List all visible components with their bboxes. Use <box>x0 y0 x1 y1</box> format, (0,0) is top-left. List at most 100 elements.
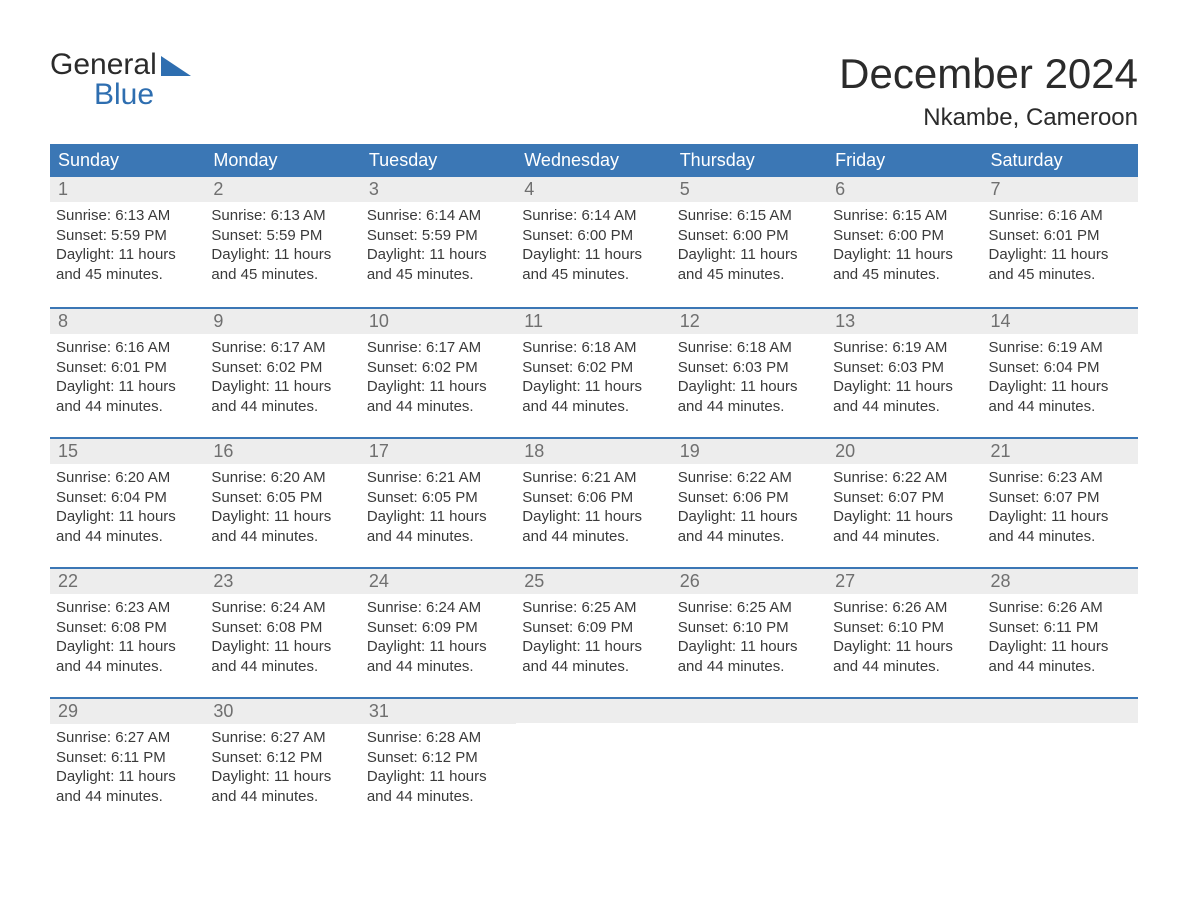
day-number: 1 <box>50 177 205 202</box>
daylight-line: Daylight: 11 hours and 44 minutes. <box>678 507 821 546</box>
sunset-line: Sunset: 6:01 PM <box>56 358 199 378</box>
daylight-line: Daylight: 11 hours and 44 minutes. <box>56 377 199 416</box>
sunrise-label: Sunrise: <box>367 599 422 616</box>
sunset-value: 6:06 PM <box>733 489 789 506</box>
sunset-label: Sunset: <box>211 619 262 636</box>
sunset-label: Sunset: <box>56 489 107 506</box>
sunset-line: Sunset: 6:12 PM <box>367 748 510 768</box>
day-body: Sunrise: 6:26 AMSunset: 6:11 PMDaylight:… <box>983 594 1138 686</box>
sunrise-value: 6:14 AM <box>581 207 636 224</box>
sunset-line: Sunset: 6:02 PM <box>522 358 665 378</box>
sunrise-line: Sunrise: 6:27 AM <box>211 728 354 748</box>
day-cell: 20Sunrise: 6:22 AMSunset: 6:07 PMDayligh… <box>827 439 982 567</box>
daylight-line: Daylight: 11 hours and 44 minutes. <box>522 507 665 546</box>
sunset-label: Sunset: <box>56 359 107 376</box>
day-number: 4 <box>516 177 671 202</box>
sunset-label: Sunset: <box>211 359 262 376</box>
day-header: Friday <box>827 144 982 177</box>
day-cell: 26Sunrise: 6:25 AMSunset: 6:10 PMDayligh… <box>672 569 827 697</box>
day-body: Sunrise: 6:15 AMSunset: 6:00 PMDaylight:… <box>672 202 827 294</box>
calendar-week: 8Sunrise: 6:16 AMSunset: 6:01 PMDaylight… <box>50 307 1138 437</box>
sunset-label: Sunset: <box>56 619 107 636</box>
sunset-value: 6:08 PM <box>266 619 322 636</box>
sunrise-value: 6:22 AM <box>737 469 792 486</box>
sunset-value: 6:05 PM <box>266 489 322 506</box>
day-body: Sunrise: 6:25 AMSunset: 6:09 PMDaylight:… <box>516 594 671 686</box>
day-number: 9 <box>205 309 360 334</box>
day-body: Sunrise: 6:18 AMSunset: 6:02 PMDaylight:… <box>516 334 671 426</box>
daylight-line: Daylight: 11 hours and 44 minutes. <box>367 767 510 806</box>
daylight-label: Daylight: <box>56 246 114 263</box>
sunrise-label: Sunrise: <box>989 469 1044 486</box>
sunrise-label: Sunrise: <box>211 599 266 616</box>
day-cell: 7Sunrise: 6:16 AMSunset: 6:01 PMDaylight… <box>983 177 1138 307</box>
logo-text-2: Blue <box>50 80 191 110</box>
sunset-label: Sunset: <box>522 227 573 244</box>
sunset-value: 6:12 PM <box>266 749 322 766</box>
daylight-label: Daylight: <box>56 638 114 655</box>
sunrise-label: Sunrise: <box>211 469 266 486</box>
day-cell: 10Sunrise: 6:17 AMSunset: 6:02 PMDayligh… <box>361 309 516 437</box>
sunrise-value: 6:13 AM <box>115 207 170 224</box>
daylight-line: Daylight: 11 hours and 44 minutes. <box>56 507 199 546</box>
day-number: 31 <box>361 699 516 724</box>
daylight-label: Daylight: <box>211 768 269 785</box>
day-number: 6 <box>827 177 982 202</box>
sunset-line: Sunset: 6:00 PM <box>522 226 665 246</box>
daylight-line: Daylight: 11 hours and 45 minutes. <box>211 245 354 284</box>
sunset-value: 6:05 PM <box>422 489 478 506</box>
daylight-label: Daylight: <box>211 246 269 263</box>
daylight-line: Daylight: 11 hours and 44 minutes. <box>367 377 510 416</box>
day-body: Sunrise: 6:23 AMSunset: 6:08 PMDaylight:… <box>50 594 205 686</box>
sunrise-line: Sunrise: 6:14 AM <box>522 206 665 226</box>
day-number <box>827 699 982 723</box>
sunset-value: 6:07 PM <box>1044 489 1100 506</box>
sunrise-label: Sunrise: <box>522 207 577 224</box>
logo-text-1: General <box>50 50 157 80</box>
sunset-value: 6:01 PM <box>1044 227 1100 244</box>
daylight-line: Daylight: 11 hours and 44 minutes. <box>367 507 510 546</box>
day-cell: 14Sunrise: 6:19 AMSunset: 6:04 PMDayligh… <box>983 309 1138 437</box>
daylight-label: Daylight: <box>211 638 269 655</box>
daylight-label: Daylight: <box>522 508 580 525</box>
sunrise-value: 6:17 AM <box>271 339 326 356</box>
sunset-line: Sunset: 6:03 PM <box>833 358 976 378</box>
day-number: 27 <box>827 569 982 594</box>
day-header: Saturday <box>983 144 1138 177</box>
day-body: Sunrise: 6:20 AMSunset: 6:05 PMDaylight:… <box>205 464 360 556</box>
daylight-label: Daylight: <box>367 508 425 525</box>
day-cell <box>827 699 982 827</box>
sunrise-line: Sunrise: 6:19 AM <box>833 338 976 358</box>
sunset-value: 6:06 PM <box>577 489 633 506</box>
sunset-line: Sunset: 6:10 PM <box>678 618 821 638</box>
day-number: 10 <box>361 309 516 334</box>
day-number: 23 <box>205 569 360 594</box>
daylight-label: Daylight: <box>678 638 736 655</box>
day-body: Sunrise: 6:13 AMSunset: 5:59 PMDaylight:… <box>50 202 205 294</box>
sunrise-value: 6:24 AM <box>426 599 481 616</box>
sunrise-label: Sunrise: <box>833 469 888 486</box>
sunset-label: Sunset: <box>367 749 418 766</box>
day-cell: 5Sunrise: 6:15 AMSunset: 6:00 PMDaylight… <box>672 177 827 307</box>
sunrise-value: 6:18 AM <box>581 339 636 356</box>
sunset-value: 6:10 PM <box>888 619 944 636</box>
day-cell: 22Sunrise: 6:23 AMSunset: 6:08 PMDayligh… <box>50 569 205 697</box>
day-body: Sunrise: 6:28 AMSunset: 6:12 PMDaylight:… <box>361 724 516 816</box>
day-header: Wednesday <box>516 144 671 177</box>
sunset-label: Sunset: <box>678 489 729 506</box>
sunrise-line: Sunrise: 6:25 AM <box>522 598 665 618</box>
day-body: Sunrise: 6:21 AMSunset: 6:05 PMDaylight:… <box>361 464 516 556</box>
sunset-line: Sunset: 6:08 PM <box>211 618 354 638</box>
sunrise-line: Sunrise: 6:14 AM <box>367 206 510 226</box>
day-number: 7 <box>983 177 1138 202</box>
day-cell: 21Sunrise: 6:23 AMSunset: 6:07 PMDayligh… <box>983 439 1138 567</box>
sunset-line: Sunset: 6:05 PM <box>211 488 354 508</box>
day-body: Sunrise: 6:25 AMSunset: 6:10 PMDaylight:… <box>672 594 827 686</box>
sunrise-line: Sunrise: 6:27 AM <box>56 728 199 748</box>
sunrise-line: Sunrise: 6:22 AM <box>833 468 976 488</box>
daylight-label: Daylight: <box>522 378 580 395</box>
sunrise-value: 6:21 AM <box>581 469 636 486</box>
daylight-label: Daylight: <box>989 508 1047 525</box>
sunrise-line: Sunrise: 6:17 AM <box>367 338 510 358</box>
day-body: Sunrise: 6:16 AMSunset: 6:01 PMDaylight:… <box>50 334 205 426</box>
